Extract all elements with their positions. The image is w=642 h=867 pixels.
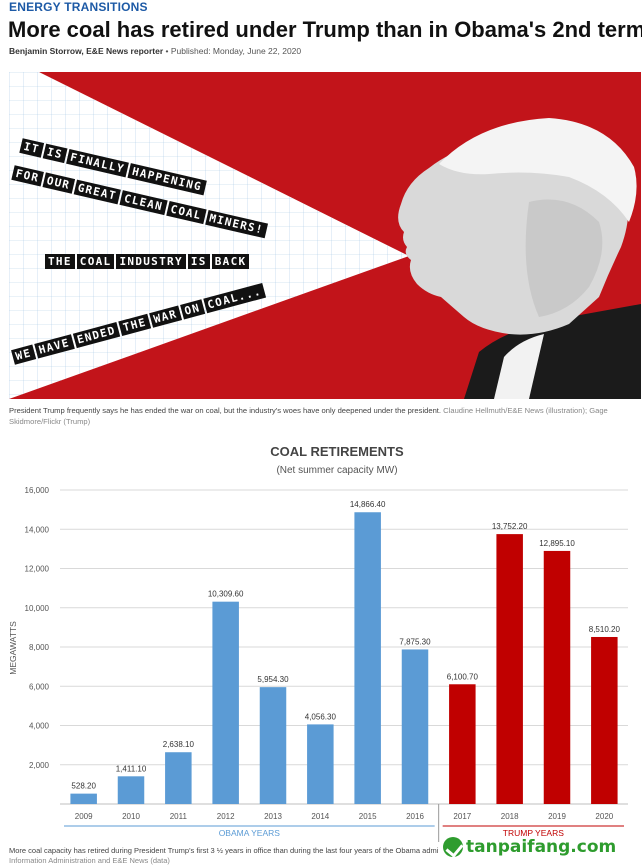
x-tick-label: 2015 — [359, 812, 377, 821]
bar — [259, 687, 287, 804]
y-tick-label: 14,000 — [25, 525, 50, 534]
chart-credit: Information Administration and E&E News … — [9, 856, 170, 865]
watermark: tanpaifang.com — [443, 834, 616, 860]
byline-separator: • — [165, 46, 171, 56]
x-tick-labels: 2009 2010 2011 2012 2013 2014 2015 2016 2017 2018… — [75, 812, 614, 821]
chart-canvas: COAL RETIREMENTS (Net summer capacity MW… — [8, 444, 628, 842]
quote-word: INDUSTRY — [116, 254, 186, 269]
bar — [212, 601, 239, 804]
coal-retirements-chart: COAL RETIREMENTS (Net summer capacity MW… — [0, 432, 642, 844]
x-tick-label: 2013 — [264, 812, 282, 821]
section-kicker[interactable]: ENERGY TRANSITIONS — [9, 0, 148, 14]
photo-caption: President Trump frequently says he has e… — [9, 405, 629, 427]
x-tick-label: 2014 — [311, 812, 329, 821]
bar-value-label: 5,954.30 — [257, 675, 289, 684]
watermark-logo-icon — [443, 837, 463, 857]
y-tick-label: 4,000 — [29, 722, 50, 731]
bar-value-label: 4,056.30 — [305, 712, 337, 721]
bar — [401, 649, 429, 804]
bar-value-label: 13,752.20 — [492, 522, 528, 531]
quote-word: IS — [187, 254, 210, 269]
x-tick-label: 2010 — [122, 812, 140, 821]
y-tick-label: 10,000 — [25, 604, 50, 613]
chart-subtitle: (Net summer capacity MW) — [276, 465, 397, 476]
quote-word: COAL — [76, 254, 115, 269]
hero-artwork — [9, 72, 641, 399]
gridlines — [60, 489, 628, 805]
bar — [117, 776, 145, 804]
bars — [70, 512, 618, 804]
bar-value-label: 8,510.20 — [589, 625, 621, 634]
bar — [543, 550, 571, 804]
bar-value-label: 1,411.10 — [116, 764, 147, 773]
shirt-collar — [494, 334, 544, 399]
portrait-hair — [439, 118, 637, 222]
bar-value-label: 7,875.30 — [399, 637, 431, 646]
x-tick-label: 2009 — [75, 812, 93, 821]
headline: More coal has retired under Trump than i… — [8, 17, 642, 42]
bar — [591, 636, 618, 804]
y-tick-label: 12,000 — [25, 565, 50, 574]
bar-value-label: 10,309.60 — [208, 590, 244, 599]
bar — [354, 512, 381, 804]
y-tick-label: 2,000 — [29, 761, 50, 770]
x-tick-label: 2020 — [595, 812, 613, 821]
group-labels: OBAMA YEARS TRUMP YEARS — [64, 804, 624, 842]
author-name[interactable]: Benjamin Storrow, E&E News reporter — [9, 46, 164, 56]
watermark-text: tanpaifang.com — [466, 837, 617, 857]
hero-illustration: IT IS FINALLYHAPPENING FOR OUR GREAT CLEAN COA… — [9, 72, 641, 399]
photo-caption-text: President Trump frequently says he has e… — [9, 406, 442, 415]
group-label: OBAMA YEARS — [219, 828, 281, 838]
byline: Benjamin Storrow, E&E News reporter • Pu… — [9, 46, 301, 56]
bar-value-label: 12,895.10 — [539, 539, 575, 548]
bar — [165, 752, 192, 804]
bar — [496, 534, 523, 804]
x-tick-label: 2019 — [548, 812, 566, 821]
published-date: Published: Monday, June 22, 2020 — [170, 46, 302, 56]
bar-value-labels: 528.20 1,411.10 2,638.10 10,309.60 5,954.30 4… — [71, 500, 620, 790]
x-tick-label: 2017 — [453, 812, 471, 821]
y-tick-label: 16,000 — [25, 486, 50, 495]
bar — [70, 793, 97, 804]
x-tick-label: 2011 — [170, 812, 188, 821]
bar-value-label: 528.20 — [71, 782, 96, 791]
bar-value-label: 14,866.40 — [350, 500, 386, 509]
bar — [307, 724, 334, 804]
x-tick-label: 2012 — [217, 812, 235, 821]
chart-title: COAL RETIREMENTS — [270, 444, 404, 459]
bar-value-label: 6,100.70 — [447, 672, 479, 681]
photo-credit: Claudine Hellmuth/E&E News (illustration… — [9, 406, 608, 426]
y-tick-label: 8,000 — [29, 643, 50, 652]
y-tick-label: 6,000 — [29, 682, 50, 691]
x-tick-label: 2016 — [406, 812, 424, 821]
chart-caption-text: More coal capacity has retired during Pr… — [9, 846, 439, 855]
quote-word: THE — [45, 254, 75, 269]
quote-line-3: THE COAL INDUSTRY IS BACK — [45, 254, 251, 269]
y-axis-label: MEGAWATTS — [8, 621, 18, 675]
x-tick-label: 2018 — [501, 812, 519, 821]
y-tick-labels: 2,000 4,000 6,000 8,000 10,000 12,000 14,000 16… — [25, 486, 50, 770]
bar — [449, 684, 476, 804]
group-label: TRUMP YEARS — [503, 828, 564, 838]
bar-value-label: 2,638.10 — [163, 740, 195, 749]
chart-caption: More coal capacity has retired during Pr… — [9, 846, 479, 866]
quote-word: BACK — [211, 254, 250, 269]
